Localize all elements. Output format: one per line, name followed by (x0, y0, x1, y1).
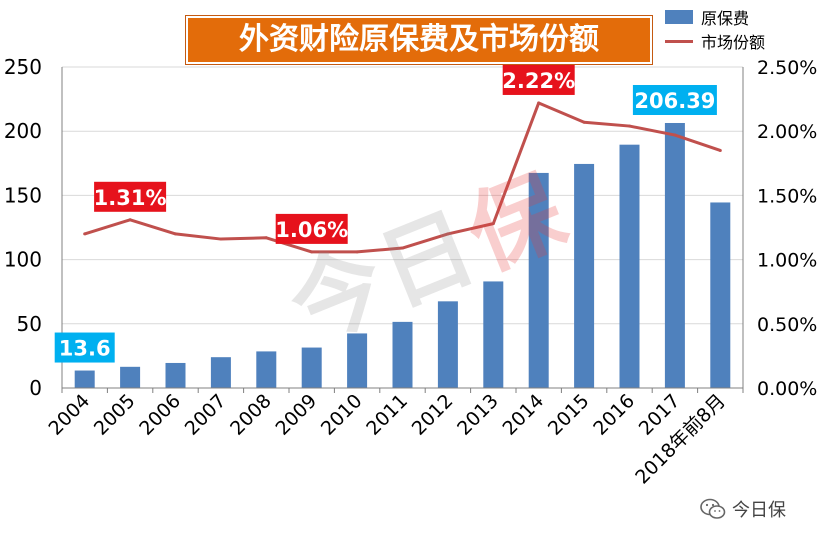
callout-label: 1.06% (275, 218, 348, 242)
x-tick-label: 2011 (362, 390, 412, 440)
share-point (174, 232, 177, 236)
legend: 原保费 市场份额 (665, 5, 765, 53)
y-right-tick-label: 1.50% (757, 185, 817, 207)
bar (664, 122, 685, 388)
callouts: 13.6 206.39 1.31% 1.06% 2.22% (54, 64, 717, 363)
y-left-tick-label: 150 (4, 183, 42, 207)
x-tick-label: 2009 (271, 390, 321, 440)
legend-label-premium: 原保费 (701, 9, 750, 28)
x-tick-label: 2015 (544, 390, 594, 440)
y-right-tick-label: 2.50% (757, 57, 817, 79)
share-point (128, 218, 132, 222)
legend-swatch-bar (665, 10, 693, 24)
share-point (446, 232, 450, 236)
y-left-tick-label: 250 (4, 55, 42, 79)
chart-title: 外资财险原保费及市场份额 (186, 16, 652, 64)
y-left-tick-label: 50 (17, 312, 42, 336)
share-point (83, 232, 87, 236)
share-point (718, 148, 722, 152)
bar (483, 281, 504, 388)
x-tick-label: 2010 (317, 390, 367, 440)
legend-label-share: 市场份额 (701, 33, 766, 52)
legend-item-share: 市场份额 (665, 29, 765, 53)
wechat-icon (700, 498, 726, 519)
callout-label: 13.6 (59, 337, 111, 361)
x-tick-label: 2013 (453, 390, 503, 440)
y-left-tick-label: 0 (29, 376, 42, 400)
callout-box (54, 332, 115, 363)
y-right-tick-label: 2.00% (757, 121, 817, 143)
share-point (673, 133, 677, 137)
bar-series (74, 122, 731, 388)
callout-box (632, 84, 717, 115)
x-tick-label: 2005 (90, 390, 140, 440)
share-point (537, 101, 541, 105)
x-tick-label: 2012 (408, 390, 458, 440)
share-point (628, 124, 631, 128)
bar (120, 366, 141, 388)
bar (710, 202, 731, 388)
bar (210, 357, 231, 388)
y-right-tick-label: 0.00% (757, 378, 817, 400)
callout-box (94, 181, 167, 212)
bar (165, 362, 186, 388)
bar (574, 163, 595, 388)
legend-item-premium: 原保费 (665, 5, 765, 29)
callout-label: 206.39 (634, 89, 715, 113)
x-tick-label: 2004 (44, 390, 94, 440)
bar (528, 172, 549, 388)
share-point (582, 120, 586, 124)
callout-label: 2.22% (502, 69, 575, 93)
y-left-tick-label: 200 (4, 119, 42, 143)
share-point (219, 237, 223, 241)
share-point (310, 250, 314, 254)
bar (256, 351, 277, 388)
x-tick-label: 2016 (589, 390, 639, 440)
brand-name: 今日保 (732, 500, 786, 521)
y-right-tick-label: 1.00% (757, 250, 817, 272)
bar (437, 301, 458, 388)
share-point (355, 250, 359, 254)
y-left-tick-label: 100 (4, 248, 42, 272)
callout-box (502, 64, 575, 95)
share-point (264, 236, 268, 240)
x-tick-label: 2006 (135, 390, 185, 440)
bar (619, 144, 640, 388)
y-right-tick-label: 0.50% (757, 314, 817, 336)
bar (347, 333, 368, 388)
brand: 今日保 (700, 496, 786, 522)
callout-label: 1.31% (94, 186, 167, 210)
line-series (83, 101, 722, 254)
x-tick-label: 2008 (226, 390, 276, 440)
x-tick-label: 2014 (498, 390, 548, 440)
share-point (491, 222, 495, 226)
bar (392, 321, 413, 388)
share-point (401, 246, 404, 250)
x-tick-label: 2007 (181, 390, 231, 440)
bar (301, 347, 322, 388)
legend-swatch-line (665, 39, 693, 43)
callout-box (275, 213, 348, 244)
bar (74, 370, 95, 388)
